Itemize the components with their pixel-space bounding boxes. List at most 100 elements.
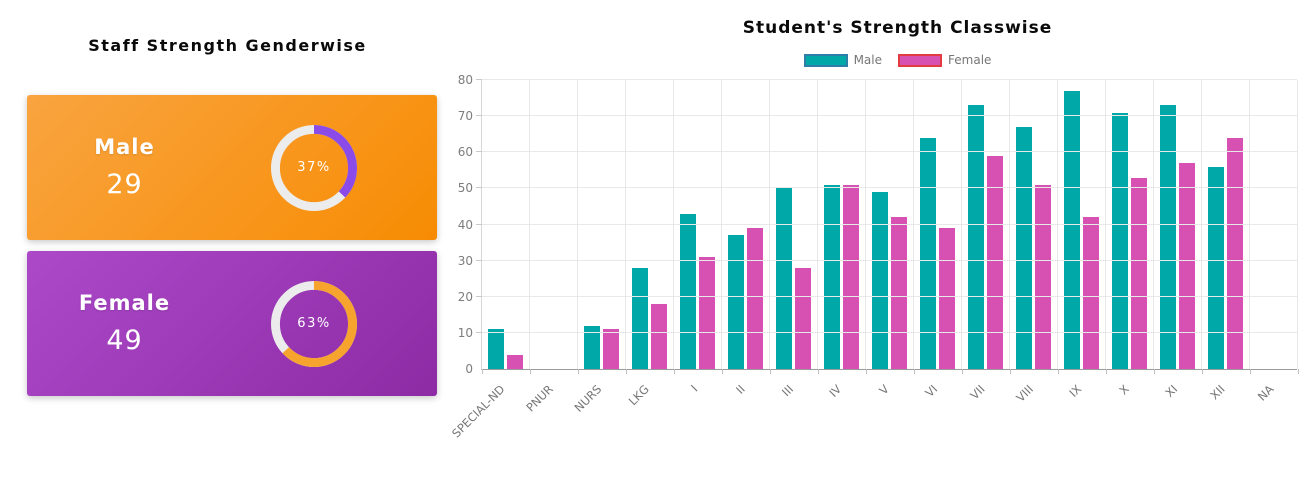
y-gridline: [476, 151, 1297, 153]
bar-chart-plot-area: SPECIAL-ND PNUR NURS LKG I II III IV V VI VII VIII I…: [450, 73, 1299, 440]
x-axis-label: V: [876, 382, 892, 398]
bar-group-x: [1106, 80, 1154, 369]
female-bar-vi: [939, 228, 955, 369]
y-gridline: [476, 79, 1297, 80]
legend-item-male[interactable]: Male: [803, 53, 883, 67]
bar-group-lkg: [626, 80, 674, 369]
male-donut-chart: 37%: [267, 121, 361, 215]
y-gridline: [476, 115, 1297, 117]
staff-card-female: Female 49 63%: [27, 251, 437, 396]
male-bar-v: [872, 192, 888, 369]
female-bar-v: [891, 217, 907, 369]
female-bar-xii: [1227, 137, 1243, 369]
x-axis-label: VI: [922, 382, 940, 400]
y-axis-label: 20: [457, 289, 473, 304]
male-bar-xi: [1160, 105, 1176, 369]
bar-group-vi: [914, 80, 962, 369]
female-bar-nurs: [603, 329, 619, 369]
male-card-text: Male 29: [27, 135, 222, 200]
female-bar-x: [1131, 177, 1147, 369]
x-axis-label: XII: [1207, 382, 1228, 403]
bar-group-v: [866, 80, 914, 369]
y-gridline: [476, 223, 1297, 225]
y-axis-label: 40: [457, 217, 473, 232]
x-tick: [1202, 369, 1203, 374]
female-bar-special-nd: [507, 354, 523, 369]
bar-chart-title: Student's Strength Classwise: [742, 18, 1053, 38]
male-bar-nurs: [584, 325, 600, 369]
x-tick: [1010, 369, 1011, 374]
bar-group-iv: [818, 80, 866, 369]
y-axis-label: 10: [457, 325, 473, 340]
female-card-text: Female 49: [27, 291, 222, 356]
x-axis-label: X: [1116, 382, 1132, 398]
male-bar-iv: [824, 184, 840, 369]
x-axis-label: VIII: [1013, 382, 1036, 405]
staff-card-male: Male 29 37%: [27, 95, 437, 240]
y-axis-label: 30: [457, 253, 473, 268]
y-axis-label: 60: [457, 145, 473, 160]
male-legend-label: Male: [853, 53, 883, 67]
male-bar-iii: [776, 188, 792, 369]
male-bar-ix: [1064, 90, 1080, 369]
legend-item-female[interactable]: Female: [898, 53, 991, 67]
x-tick: [1298, 369, 1299, 374]
x-axis-label: I: [687, 382, 700, 395]
x-axis-label: LKG: [625, 382, 652, 409]
x-tick: [626, 369, 627, 374]
y-axis-label: 80: [457, 73, 473, 87]
female-bar-ix: [1083, 217, 1099, 369]
male-bar-xii: [1208, 166, 1224, 369]
bar-groups-layer: [482, 80, 1298, 369]
x-tick: [770, 369, 771, 374]
female-donut-arc: [270, 280, 358, 367]
bar-group-i: [674, 80, 722, 369]
y-axis-label: 50: [457, 181, 473, 196]
x-axis-label: NURS: [571, 382, 604, 415]
male-bar-ii: [728, 235, 744, 369]
male-bar-special-nd: [488, 329, 504, 369]
female-legend-label: Female: [948, 53, 992, 67]
female-bar-i: [699, 257, 715, 369]
bar-group-na: [1250, 80, 1298, 369]
male-bar-lkg: [632, 267, 648, 369]
x-tick: [1106, 369, 1107, 374]
x-axis-label: III: [778, 382, 796, 400]
male-donut-svg: [270, 124, 358, 211]
female-bar-vii: [987, 155, 1003, 369]
bar-group-xii: [1202, 80, 1250, 369]
bar-group-ix: [1058, 80, 1106, 369]
y-gridline: [476, 295, 1297, 297]
staff-panel-title: Staff Strength Genderwise: [88, 36, 367, 55]
male-bar-vi: [920, 137, 936, 369]
male-percent-label: 37%: [297, 160, 331, 175]
male-legend-swatch-icon: [803, 53, 848, 67]
x-axis-label: IX: [1066, 382, 1084, 400]
male-card-label: Male: [94, 135, 155, 159]
y-axis-label: 0: [465, 362, 473, 376]
x-axis-label: II: [733, 382, 748, 397]
x-axis: SPECIAL-ND PNUR NURS LKG I II III IV V VI VII VIII I…: [450, 369, 1299, 459]
x-tick: [530, 369, 531, 374]
bar-group-ii: [722, 80, 770, 369]
female-bar-iv: [843, 184, 859, 369]
x-tick: [1058, 369, 1059, 374]
male-staff-count: 29: [106, 169, 143, 200]
y-axis-label: 70: [457, 109, 473, 124]
x-tick: [866, 369, 867, 374]
female-card-label: Female: [78, 291, 171, 315]
bar-group-iii: [770, 80, 818, 369]
female-bar-xi: [1179, 163, 1195, 369]
female-donut-svg: [270, 280, 358, 367]
x-axis-label: NA: [1254, 382, 1276, 404]
x-tick: [1154, 369, 1155, 374]
male-bar-x: [1112, 112, 1128, 369]
female-bar-lkg: [651, 303, 667, 369]
y-gridline: [476, 187, 1297, 189]
x-tick: [482, 369, 483, 374]
x-tick: [578, 369, 579, 374]
bar-group-pnur: [530, 80, 578, 369]
x-tick: [1250, 369, 1251, 374]
x-axis-label: SPECIAL-ND: [449, 382, 508, 441]
